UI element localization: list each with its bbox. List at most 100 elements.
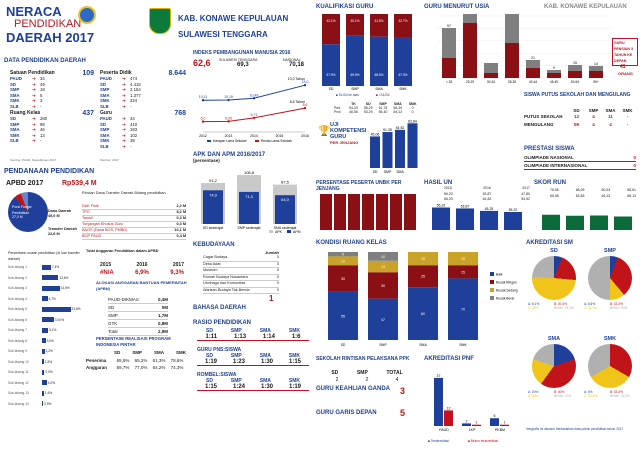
akreditasi-pie-name: SMA [547,336,561,342]
ruang-row-value: 98 [40,121,45,127]
pnf-bar-terakreditasi [434,377,443,426]
pie-center-label: Porsi Fungsi Pendidikan [12,205,32,215]
rincian-value: 10,1 M [174,228,186,232]
akreditasi-pie-slice-label: Belum: 33.3% [610,394,630,398]
ipm-legend-1: Harapan Lama Sekolah [213,139,247,143]
guru-label: Guru [100,110,112,116]
persen-row-label: Sub-bidang 12 [8,380,29,385]
kebudayaan-value: 0 [276,281,279,285]
guru-total: 768 [174,109,186,117]
ipm-point-label: 6,71 [251,113,258,117]
peserta-row: SMA ➔ 1.377 [100,93,150,99]
kualifikasi-title: KUALIFIKASI GURU [316,4,374,10]
prestasi-row: OLIMPIADE NASIONAL 0 [524,154,636,162]
hasil-bar-label: 56,23 [437,204,446,208]
guru-row-label: SMA [100,132,110,138]
ipm-x-tick: 2015 [276,134,284,138]
persen-pendidikan-label: Persentase urusan pendidikan (di luar tr… [8,251,80,261]
uji-head-cell: SMA [393,102,402,106]
ruang-total: 437 [82,109,94,117]
uji-bar-label: 63,84 [408,119,417,123]
realisasi-cell: 61,3% [152,358,166,363]
ruang-row-label: SD [10,116,16,121]
guru-row: SMA ➔ 102 [100,133,150,139]
alokasi-label: PAUD-DIKMAS [108,297,139,302]
peserta-block: Peserta Didik 8.644 PAUD ➔ 474 SD ➔ 4.415 SMP ➔ 2… [100,70,186,109]
ruang-row-arrow: ➔ [32,127,36,132]
persen-row-label: Sub-bidang 8 [8,338,27,343]
ruang-row: SD ➔ 280 [10,116,60,122]
ipm-value: 62,6 [193,58,211,68]
rasio-head-cell: SMK [288,378,300,384]
persen-row: Sub-bidang 1 7,4% [8,262,82,273]
kondisi-segment-rusak_ringan [448,265,478,279]
uji-row-label: Prof. [334,110,342,114]
rasio-head-cell: SMP [230,353,242,359]
pensiun-value: 41 [620,64,626,70]
akreditasi-footnote: Infografis ini disusun berdasarkan data … [526,427,624,431]
kondisi-legend-label: Baik [496,273,503,277]
ipm-point-hls [227,98,230,102]
kondisi-legend-label: Rusak Sedang [496,289,518,293]
rincian-row: Tunjangan Khusus Guru 0,3 M [82,222,186,228]
satuan-row: SMP ➔ 18 [10,87,60,93]
persen-value: 2,0% [45,370,53,375]
hasil-row2-cell: 66,03 [444,197,453,201]
rasio-value-cell: 1:23 [232,359,245,365]
skor-run-panel: SKOR RUN 76,65 68,09 60,63 58,61 65,58 63,83… [534,180,638,236]
satuan-row-label: SLB [10,103,19,109]
data-source-2: Sumber: 2017 [100,158,119,162]
garis-depan-value: 5 [400,408,406,418]
hasil-row2: 66,03 61,82 54,52 [444,197,530,201]
ipm-point-label: 6,05 [225,116,232,120]
uji-cell: 61,78 [378,106,388,110]
akreditasi-pie-cell: SMA A: 20% B: 40% C: 20% Belum: 20% [526,336,582,422]
akreditasi-pie-slice-label: B: 33.3% [610,390,623,394]
putus-row: PUTUS SEKOLAH 12 4 11 - [524,113,636,121]
persen-row-label: Sub-bidang 7 [8,328,27,333]
ruang-row-value: 280 [40,116,48,121]
ipm-point-rls [303,106,307,110]
persen-row-label: Sub-bidang 11 [8,370,29,375]
dana-daerah-value: 45,0 M [48,214,60,218]
uji-title-1: UJI [330,122,339,128]
persen-row: Sub-bidang 12 4,0% [8,378,82,389]
hasil-bar-label: 55,22 [509,208,518,212]
satuan-row: SD ➔ 49 [10,82,60,88]
ipm-line-rls [202,107,306,123]
ipm-title: INDEKS PEMBANGUNAN MANUSIA 2016 [193,50,291,56]
guru-row: PAUD ➔ 34 [100,116,150,122]
skor-run-title: SKOR RUN [534,180,567,186]
uji-head-cell: SD [365,102,371,106]
persen-value: 1,5% [44,359,53,364]
skor-row2-cell: 65,58 [550,194,559,198]
guru-row-arrow: ➔ [122,121,126,127]
corner-tag: KAB. KONAWE KEPULAUAN [544,4,627,10]
hasil-bar [432,207,450,230]
kondisi-legend-label: Rusak Berat [496,297,514,301]
uji-bar-label: 45,06 [371,132,380,136]
putus-cell: 12 [573,114,579,119]
kondisi-segment-label: 5 [342,253,344,257]
rintisan-head: SD SMP TOTAL [322,370,412,376]
uji-bar [370,136,380,168]
guru-row-value: 39 [130,138,135,143]
kebudayaan-row: Cagar Budaya 0 [203,255,279,262]
peserta-row-arrow: ➔ [122,76,126,81]
pnf-bar-belum [472,424,481,426]
unbk-title: PERSENTASE PESERTA UNBK PER JENJANG [316,180,402,192]
ipm-point-rls [201,120,205,123]
rintisan-head-cell: TOTAL [386,370,403,376]
ipm-legend-swatch [255,140,259,142]
usia-bar-a [547,73,561,78]
apk-legend-apm: APM [293,230,301,234]
kualifikasi-s1-label: 57.9% [326,73,335,77]
peserta-row-value: 2.154 [130,87,141,92]
peserta-row-label: PAUD [100,76,112,81]
apk-title: APK DAN APM 2016/2017 [193,152,266,158]
kondisi-segment-rusak_ringan [328,265,358,292]
prestasi-value: 0 [633,155,636,160]
kualifikasi-legend-1: ■ S1/D4 ke atas [336,93,359,97]
rasio-value-cell: 1:15 [204,384,217,390]
putus-row-label: MENGULANG [524,122,554,127]
